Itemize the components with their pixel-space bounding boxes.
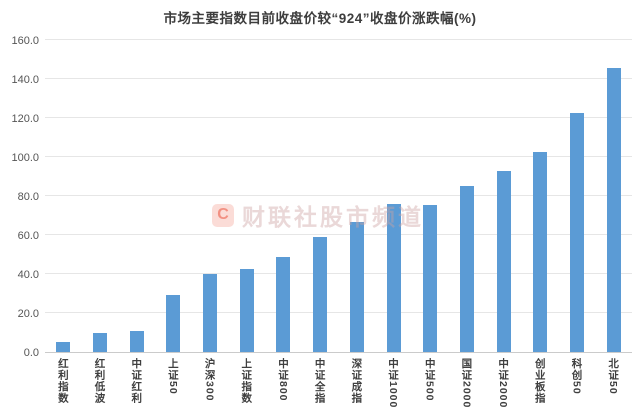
x-tick-label: 中证800 xyxy=(276,358,289,402)
bars-row: 红利指数 红利低波 中证红利 上证50 沪深300 上证指数 中证800 中证全指 深证成指 中证… xyxy=(45,40,632,408)
gridline xyxy=(45,195,632,196)
gridline xyxy=(45,273,632,274)
bar-slot: 中证500 xyxy=(412,40,449,402)
x-tick-label: 科创50 xyxy=(570,358,583,395)
bar-slot: 中证红利 xyxy=(118,40,155,404)
bar xyxy=(313,236,328,352)
bar xyxy=(606,68,621,352)
bar xyxy=(239,269,254,352)
x-tick-label: 中证红利 xyxy=(130,358,143,404)
bar-slot: 上证50 xyxy=(155,40,192,395)
bar xyxy=(423,205,438,352)
bar xyxy=(93,332,108,352)
bar-slot: 中证2000 xyxy=(485,40,522,408)
gridline xyxy=(45,156,632,157)
y-tick-label: 140.0 xyxy=(11,73,39,86)
bar-slot: 创业板指 xyxy=(522,40,559,404)
bar xyxy=(386,204,401,352)
x-tick-label: 深证成指 xyxy=(350,358,363,404)
bar xyxy=(569,113,584,352)
x-tick-label: 红利低波 xyxy=(93,358,106,404)
bar xyxy=(349,222,364,352)
bar xyxy=(459,185,474,352)
y-tick-label: 60.0 xyxy=(17,229,39,242)
x-tick-label: 红利指数 xyxy=(56,358,69,404)
gridline xyxy=(45,117,632,118)
y-tick-label: 120.0 xyxy=(11,112,39,125)
bar-slot: 红利指数 xyxy=(45,40,82,404)
gridline xyxy=(45,234,632,235)
x-tick-label: 中证1000 xyxy=(387,358,400,409)
bar xyxy=(496,170,511,352)
bar xyxy=(203,274,218,352)
x-tick-label: 沪深300 xyxy=(203,358,216,402)
bar-slot: 国证2000 xyxy=(449,40,486,408)
x-tick-label: 国证2000 xyxy=(460,358,473,409)
bar xyxy=(166,295,181,352)
bar xyxy=(56,341,71,352)
x-tick-label: 北证50 xyxy=(607,358,620,395)
bar xyxy=(533,152,548,352)
x-tick-label: 中证全指 xyxy=(313,358,326,404)
y-tick-label: 0.0 xyxy=(23,346,39,359)
bar-slot: 中证800 xyxy=(265,40,302,402)
plot-area: 0.0 20.0 40.0 60.0 80.0 100.0 120.0 140.0 160.0 … xyxy=(11,35,632,408)
bar-slot: 沪深300 xyxy=(192,40,229,402)
x-tick-label: 上证50 xyxy=(166,358,179,395)
gridline xyxy=(45,78,632,79)
bar-slot: 上证指数 xyxy=(228,40,265,404)
y-tick-label: 40.0 xyxy=(17,268,39,281)
x-tick-label: 创业板指 xyxy=(533,358,546,404)
gridline xyxy=(45,312,632,313)
x-tick-label: 上证指数 xyxy=(240,358,253,404)
y-tick-label: 160.0 xyxy=(11,34,39,47)
bar xyxy=(129,330,144,352)
bar-slot: 中证全指 xyxy=(302,40,339,404)
bar-slot: 红利低波 xyxy=(82,40,119,404)
gridline xyxy=(45,39,632,40)
x-tick-label: 中证2000 xyxy=(497,358,510,409)
bar-slot: 科创50 xyxy=(559,40,596,395)
chart-title: 市场主要指数目前收盘价较“924”收盘价涨跌幅(%) xyxy=(163,11,477,26)
bar-slot: 北证50 xyxy=(595,40,632,395)
y-tick-label: 20.0 xyxy=(17,307,39,320)
bar-slot: 深证成指 xyxy=(339,40,376,404)
bar xyxy=(276,257,291,352)
x-tick-label: 中证500 xyxy=(423,358,436,402)
y-tick-label: 80.0 xyxy=(17,190,39,203)
bar-slot: 中证1000 xyxy=(375,40,412,408)
y-tick-label: 100.0 xyxy=(11,151,39,164)
